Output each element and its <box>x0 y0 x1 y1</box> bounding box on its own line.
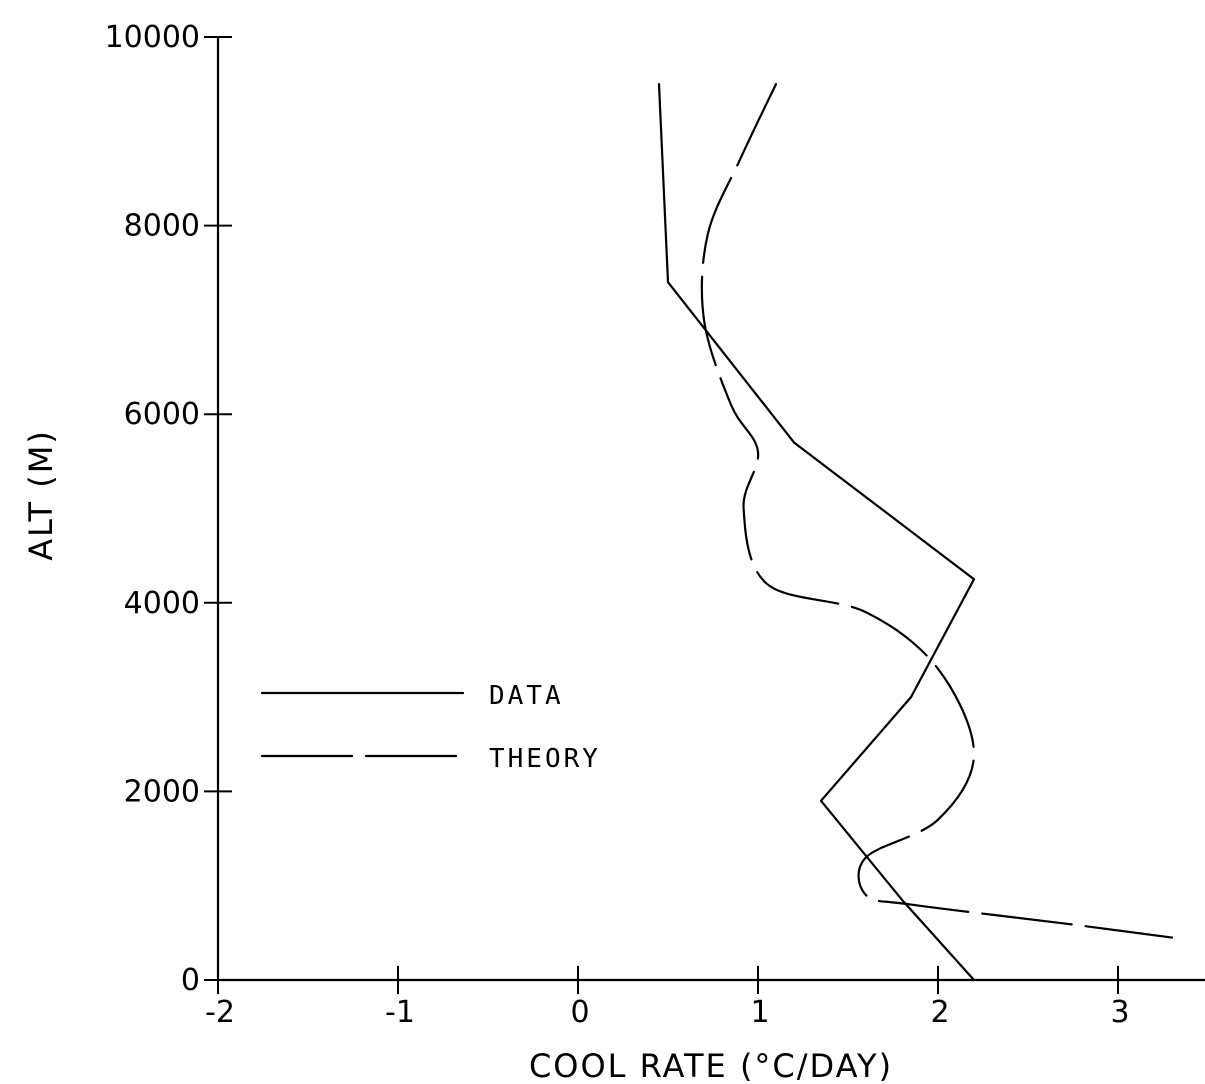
y-tick-label: 0 <box>181 963 200 998</box>
legend-label-theory: THEORY <box>489 744 601 774</box>
x-axis-title: COOL RATE (°C/DAY) <box>529 1047 893 1084</box>
legend: DATA THEORY <box>260 681 601 774</box>
series-layer <box>657 83 1174 982</box>
y-tick-label: 8000 <box>124 209 200 244</box>
x-ticks: -2 -1 0 1 2 3 <box>205 966 1130 1030</box>
x-tick-label: 2 <box>930 995 949 1030</box>
y-tick-label: 10000 <box>105 20 200 55</box>
axes <box>216 37 1205 982</box>
y-axis-title: ALT (M) <box>22 429 60 561</box>
legend-label-data: DATA <box>489 681 564 711</box>
x-tick-label: 3 <box>1110 995 1129 1030</box>
y-tick-label: 4000 <box>124 586 200 621</box>
y-tick-label: 2000 <box>124 774 200 809</box>
x-tick-label: 0 <box>570 995 589 1030</box>
y-tick-label: 6000 <box>124 397 200 432</box>
series-line-data <box>657 83 976 982</box>
x-tick-label: -2 <box>205 995 235 1030</box>
x-tick-label: -1 <box>385 995 415 1030</box>
series-line-theory <box>700 83 1174 939</box>
y-ticks: 0 2000 4000 6000 8000 10000 <box>105 20 232 998</box>
x-tick-label: 1 <box>750 995 769 1030</box>
